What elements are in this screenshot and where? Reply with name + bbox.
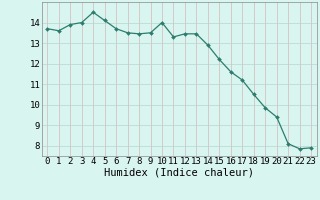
X-axis label: Humidex (Indice chaleur): Humidex (Indice chaleur) [104,168,254,178]
